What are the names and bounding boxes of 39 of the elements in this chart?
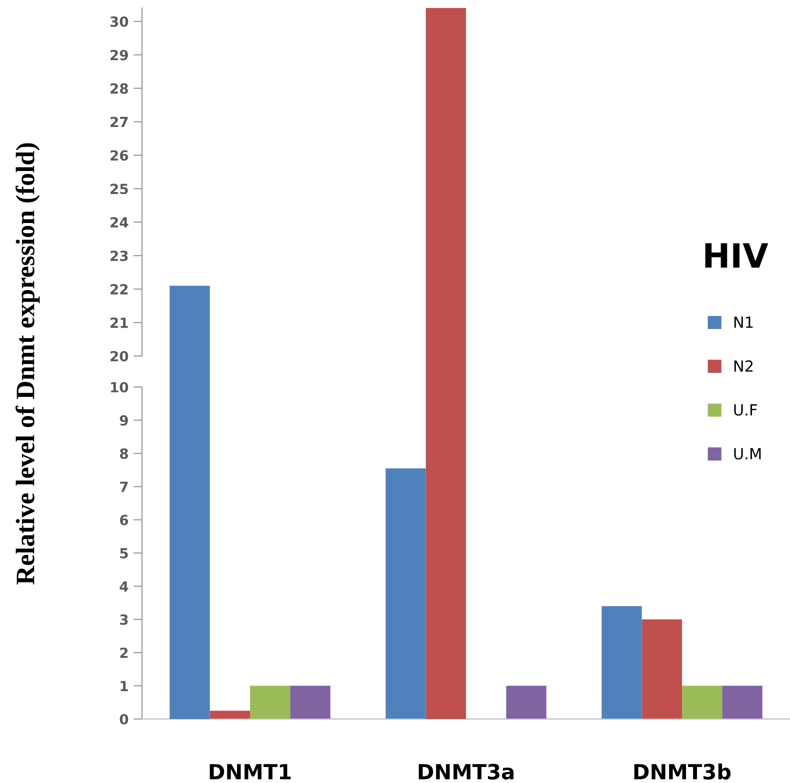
- bar: [682, 686, 722, 719]
- y-tick-label: 30: [110, 16, 128, 27]
- y-tick-label: 22: [110, 284, 128, 294]
- bar: [250, 686, 290, 719]
- y-tick-label: 25: [110, 184, 128, 194]
- legend-label: U.M: [734, 448, 761, 460]
- bar: [642, 619, 682, 719]
- legend-label: N1: [734, 316, 753, 328]
- bar: [210, 710, 250, 719]
- legend-title: HIV: [705, 243, 768, 268]
- x-tick-label: DNMT1: [210, 764, 291, 780]
- y-tick-label: 27: [110, 116, 128, 128]
- bar: [602, 606, 642, 719]
- y-tick-label: 20: [110, 350, 128, 362]
- y-tick-label: 6: [120, 514, 128, 526]
- bar: [722, 686, 762, 719]
- y-tick-label: 0: [120, 714, 128, 724]
- bar: [506, 686, 546, 719]
- y-tick-label: 29: [110, 50, 128, 60]
- y-tick-label: 5: [120, 548, 128, 558]
- y-tick-label: 7: [120, 482, 128, 492]
- bar: [290, 686, 330, 719]
- y-tick-label: 28: [110, 83, 128, 94]
- y-tick-label: 23: [110, 250, 128, 262]
- y-tick-label: 21: [110, 318, 128, 328]
- legend-label: N2: [734, 360, 753, 372]
- y-tick-label: 8: [120, 448, 128, 459]
- y-tick-label: 1: [120, 680, 128, 692]
- y-tick-label: 10: [111, 382, 128, 392]
- y-tick-label: 3: [120, 614, 128, 625]
- y-tick-label: 2: [120, 648, 128, 658]
- x-tick-label: DNMT3b: [634, 763, 731, 780]
- y-tick-label: 26: [110, 150, 128, 161]
- y-tick-label: 9: [120, 415, 128, 426]
- legend-label: U.F: [734, 404, 757, 416]
- y-tick-label: 24: [110, 217, 128, 228]
- y-tick-label: 4: [120, 581, 128, 592]
- x-tick-label: DNMT3a: [418, 764, 514, 780]
- y-axis-title: Relative level of Dnmt expression (fold): [16, 143, 40, 585]
